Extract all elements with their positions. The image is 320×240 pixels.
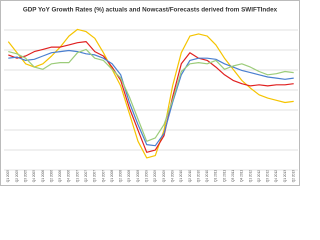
x-tick-label: Q1 2008	[110, 170, 114, 182]
grid	[4, 29, 298, 171]
x-tick-label: Q1 2006	[41, 170, 45, 182]
x-tick-label: Q1 2010	[179, 170, 183, 182]
x-tick-label: Q4 2007	[101, 170, 105, 182]
x-tick-label: Q1 2012	[248, 170, 252, 182]
x-tick-label: Q1 2007	[75, 170, 79, 182]
x-tick-label: Q2 2009	[153, 170, 157, 182]
x-tick-label: Q4 2010	[205, 170, 209, 182]
chart: GDP YoY Growth Rates (%) actuals and Now…	[0, 0, 300, 186]
series-line	[8, 49, 294, 147]
x-tick-label: Q2 2010	[188, 170, 192, 182]
x-tick-label: Q2 2012	[257, 170, 261, 182]
x-tick-label: Q2 2011	[222, 170, 226, 182]
x-tick-label: Q4 2009	[170, 170, 174, 182]
series-line	[8, 41, 294, 153]
x-tick-label: Q1 2009	[145, 170, 149, 182]
x-tick-label: Q3 2011	[231, 170, 235, 182]
x-tick-label: Q3 2009	[162, 170, 166, 182]
x-tick-label: Q3 2010	[196, 170, 200, 182]
x-tick-label: Q2 2005	[15, 170, 19, 182]
x-tick-label: Q4 2005	[32, 170, 36, 182]
x-tick-label: Q4 2006	[67, 170, 71, 182]
x-tick-label: Q4 2011	[240, 170, 244, 182]
series-line	[8, 48, 294, 142]
x-tick-label: Q4 2008	[136, 170, 140, 182]
x-tick-label: Q3 2008	[127, 170, 131, 182]
chart-border	[0, 0, 300, 186]
x-tick-label: Q2 2007	[84, 170, 88, 182]
x-tick-label: Q2 2006	[49, 170, 53, 182]
x-tick-label: Q4 2012	[274, 170, 278, 182]
x-tick-label: Q1 2005	[6, 170, 10, 182]
x-tick-label: Q3 2012	[266, 170, 270, 182]
chart-title: GDP YoY Growth Rates (%) actuals and Now…	[23, 7, 278, 14]
x-tick-label: Q1 2013	[283, 170, 287, 182]
x-tick-label: Q2 2008	[119, 170, 123, 182]
x-tick-label: Q1 2011	[214, 170, 218, 182]
x-tick-label: Q2 2013	[292, 170, 296, 182]
x-tick-label: Q3 2005	[23, 170, 27, 182]
x-tick-label: Q3 2007	[93, 170, 97, 182]
page: {"chart_data": {"type": "line", "title":…	[0, 0, 300, 186]
x-tick-label: Q3 2006	[58, 170, 62, 182]
